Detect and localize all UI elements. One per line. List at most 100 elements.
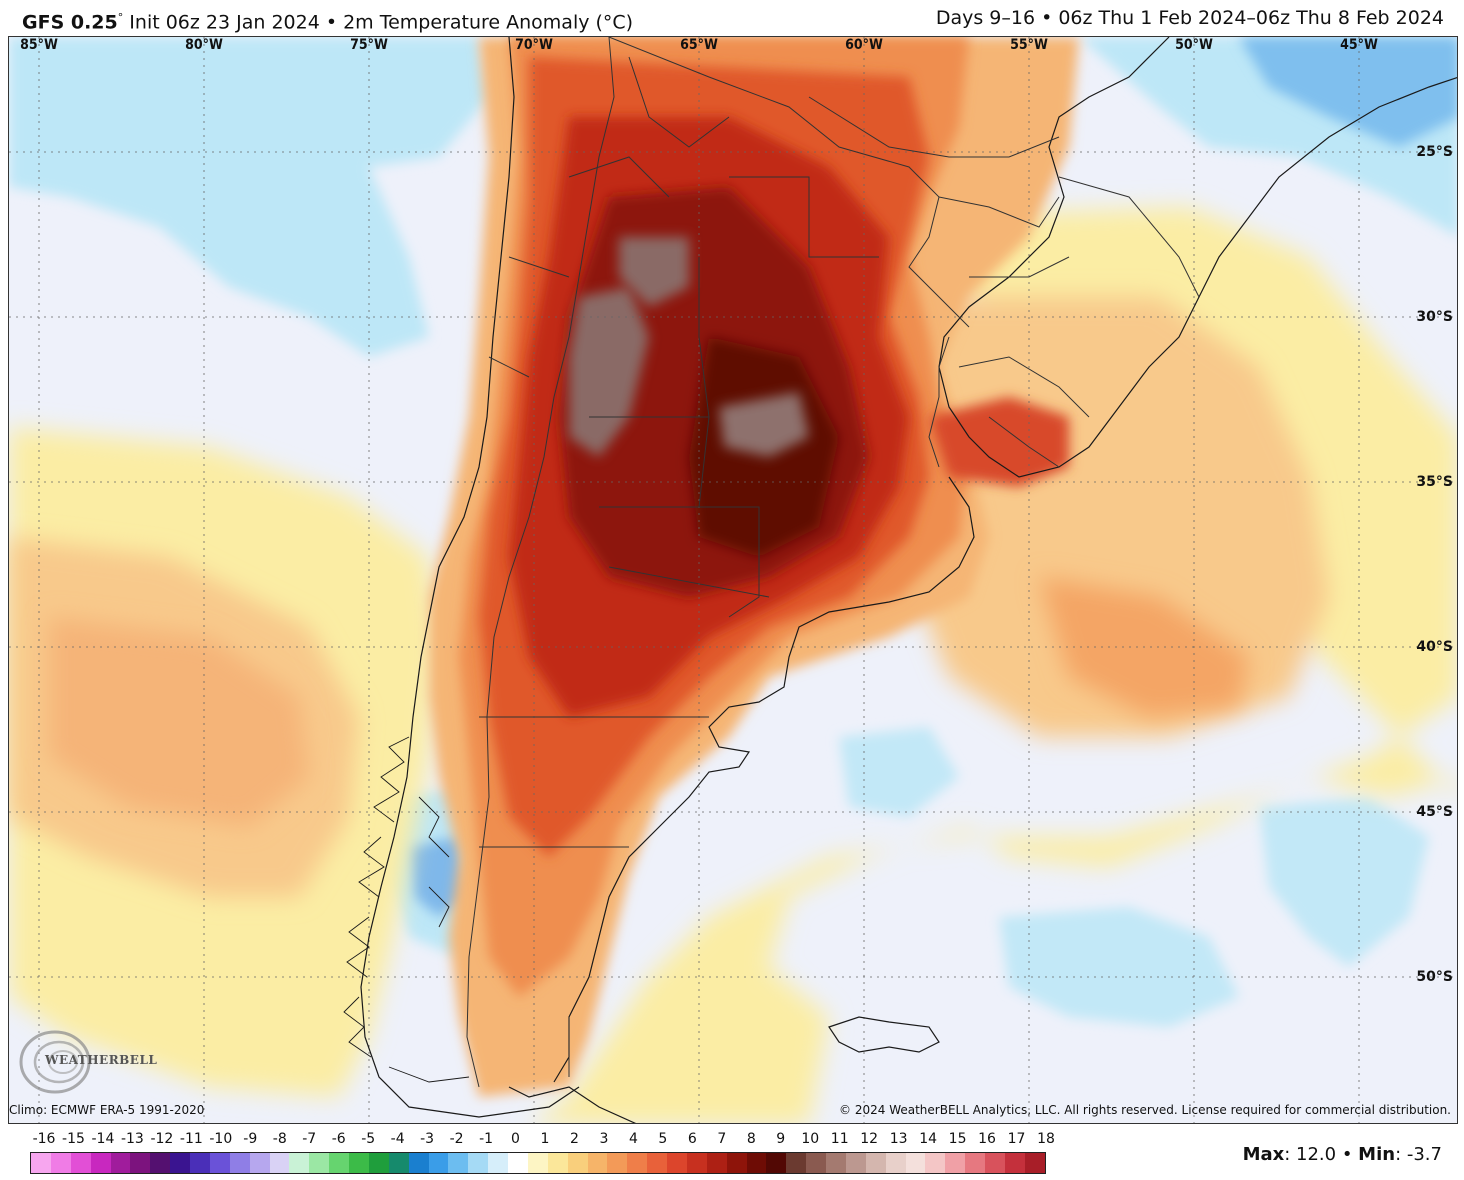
colorbar-segment — [229, 1153, 250, 1173]
colorbar-tick-label: -16 — [32, 1131, 56, 1147]
colorbar-segment — [488, 1153, 508, 1173]
colorbar-tick-label: -10 — [209, 1131, 233, 1147]
header-left: GFS 0.25° Init 06z 23 Jan 2024 • 2m Temp… — [22, 0, 633, 40]
lon-label-45w: 45°W — [1340, 37, 1378, 53]
colorbar-segment — [289, 1153, 310, 1173]
climo-note: Climo: ECMWF ERA-5 1991-2020 — [9, 1103, 205, 1117]
model-name: GFS 0.25 — [22, 11, 118, 34]
colorbar-tick-label: -7 — [302, 1131, 317, 1147]
colorbar-tick-label: -12 — [150, 1131, 174, 1147]
colorbar-tick-label: 1 — [540, 1131, 550, 1147]
colorbar-segment — [428, 1153, 449, 1173]
lon-label-55w: 55°W — [1010, 37, 1048, 53]
copyright-note: © 2024 WeatherBELL Analytics, LLC. All r… — [839, 1103, 1451, 1117]
anomaly-uruguay-red — [929, 397, 1069, 487]
colorbar-segment — [766, 1153, 787, 1173]
colorbar-tick-label: 15 — [948, 1131, 967, 1147]
colorbar-segment — [706, 1153, 727, 1173]
colorbar-tick-label: 7 — [717, 1131, 727, 1147]
colorbar-segment — [349, 1153, 369, 1173]
degree-symbol: ° — [117, 11, 124, 24]
anomaly-cool-atlantic-mid — [839, 727, 959, 817]
colorbar-tick-label: 6 — [687, 1131, 697, 1147]
coastlines — [360, 37, 1457, 1123]
colorbar-tick-label: -3 — [420, 1131, 435, 1147]
colorbar-segment — [905, 1153, 926, 1173]
colorbar-segment — [985, 1153, 1005, 1173]
colorbar-segment — [647, 1153, 667, 1173]
colorbar-segment — [269, 1153, 290, 1173]
colorbar-tick-label: -11 — [179, 1131, 203, 1147]
colorbar-tick-label: -2 — [449, 1131, 464, 1147]
colorbar-segment — [468, 1153, 489, 1173]
colorbar-ticks: -16 -15 -14 -13 -12 -11 -10 -9 -8 -7 -6 -5 -4 -3 -2 -1 0… — [0, 1131, 1100, 1151]
colorbar-segment — [686, 1153, 707, 1173]
anomaly-orange-pacific-core — [49, 617, 309, 827]
colorbar-segment — [70, 1153, 91, 1173]
colorbar-tick-label: -13 — [120, 1131, 144, 1147]
colorbar-segment — [885, 1153, 906, 1173]
colorbar-segment — [667, 1153, 687, 1173]
colorbar-segment — [726, 1153, 747, 1173]
lon-label-85w: 85°W — [20, 37, 58, 53]
colorbar-segment — [110, 1153, 131, 1173]
colorbar-tick-label: 18 — [1037, 1131, 1055, 1147]
colorbar-tick-label: 10 — [801, 1131, 820, 1147]
colorbar-segment — [130, 1153, 151, 1173]
colorbar-segment — [806, 1153, 826, 1173]
colorbar-tick-label: -8 — [272, 1131, 287, 1147]
colorbar-segment — [150, 1153, 171, 1173]
country-borders — [466, 37, 1200, 1088]
colorbar-tick-label: 5 — [658, 1131, 668, 1147]
lat-label-45s: 45°S — [1416, 804, 1453, 820]
colorbar-segment — [567, 1153, 588, 1173]
colorbar-tick-label: -4 — [390, 1131, 405, 1147]
colorbar-tick-label: 2 — [570, 1131, 579, 1147]
colorbar: -16 -15 -14 -13 -12 -11 -10 -9 -8 -7 -6 -5 -4 -3 -2 -1 0… — [0, 1128, 1464, 1180]
lon-label-60w: 60°W — [845, 37, 883, 53]
colorbar-segment — [627, 1153, 648, 1173]
colorbar-segment — [965, 1153, 985, 1173]
lat-label-25s: 25°S — [1416, 144, 1453, 160]
colorbar-tick-label: 14 — [919, 1131, 938, 1147]
colorbar-tick-label: 17 — [1007, 1131, 1026, 1147]
colorbar-segment — [448, 1153, 469, 1173]
anomaly-blue-atlantic-ne — [1239, 37, 1457, 147]
anomaly-mauve-north — [619, 237, 689, 307]
map-header: GFS 0.25° Init 06z 23 Jan 2024 • 2m Temp… — [0, 0, 1464, 36]
fjords — [343, 736, 470, 1083]
colorbar-segment — [209, 1153, 230, 1173]
lat-label-30s: 30°S — [1416, 309, 1453, 325]
max-min-summary: Max: 12.0 • Min: -3.7 — [1243, 1144, 1442, 1165]
colorbar-tick-label: 0 — [511, 1131, 520, 1147]
colorbar-segment — [508, 1153, 528, 1173]
anomaly-cool-atlantic-south-2 — [999, 907, 1239, 1027]
max-label: Max — [1242, 1144, 1285, 1165]
colorbar-segment — [1004, 1153, 1025, 1173]
colorbar-segment — [388, 1153, 409, 1173]
lat-label-35s: 35°S — [1416, 474, 1453, 490]
colorbar-tick-label: 13 — [889, 1131, 908, 1147]
lon-label-70w: 70°W — [515, 37, 553, 53]
lon-label-65w: 65°W — [680, 37, 718, 53]
logo-swirl-icon — [19, 1030, 91, 1094]
colorbar-segment — [408, 1153, 429, 1173]
colorbar-segment — [587, 1153, 608, 1173]
min-label: Min — [1358, 1144, 1396, 1165]
lon-label-50w: 50°W — [1175, 37, 1213, 53]
lon-label-75w: 75°W — [350, 37, 388, 53]
colorbar-tick-label: 9 — [776, 1131, 786, 1147]
colorbar-tick-label: 11 — [830, 1131, 849, 1147]
map-canvas — [9, 37, 1457, 1123]
colorbar-tick-label: -14 — [91, 1131, 115, 1147]
colorbar-tick-label: 8 — [746, 1131, 756, 1147]
colorbar-tick-label: 4 — [628, 1131, 638, 1147]
lat-label-50s: 50°S — [1416, 969, 1453, 985]
colorbar-segment — [746, 1153, 767, 1173]
colorbar-segment — [31, 1153, 51, 1173]
colorbar-segment — [90, 1153, 111, 1173]
colorbar-tick-label: 12 — [860, 1131, 879, 1147]
colorbar-tick-label: 3 — [599, 1131, 609, 1147]
logo-text: WEATHERBELL — [45, 1053, 158, 1067]
weatherbell-logo: WEATHERBELL — [15, 1027, 157, 1097]
